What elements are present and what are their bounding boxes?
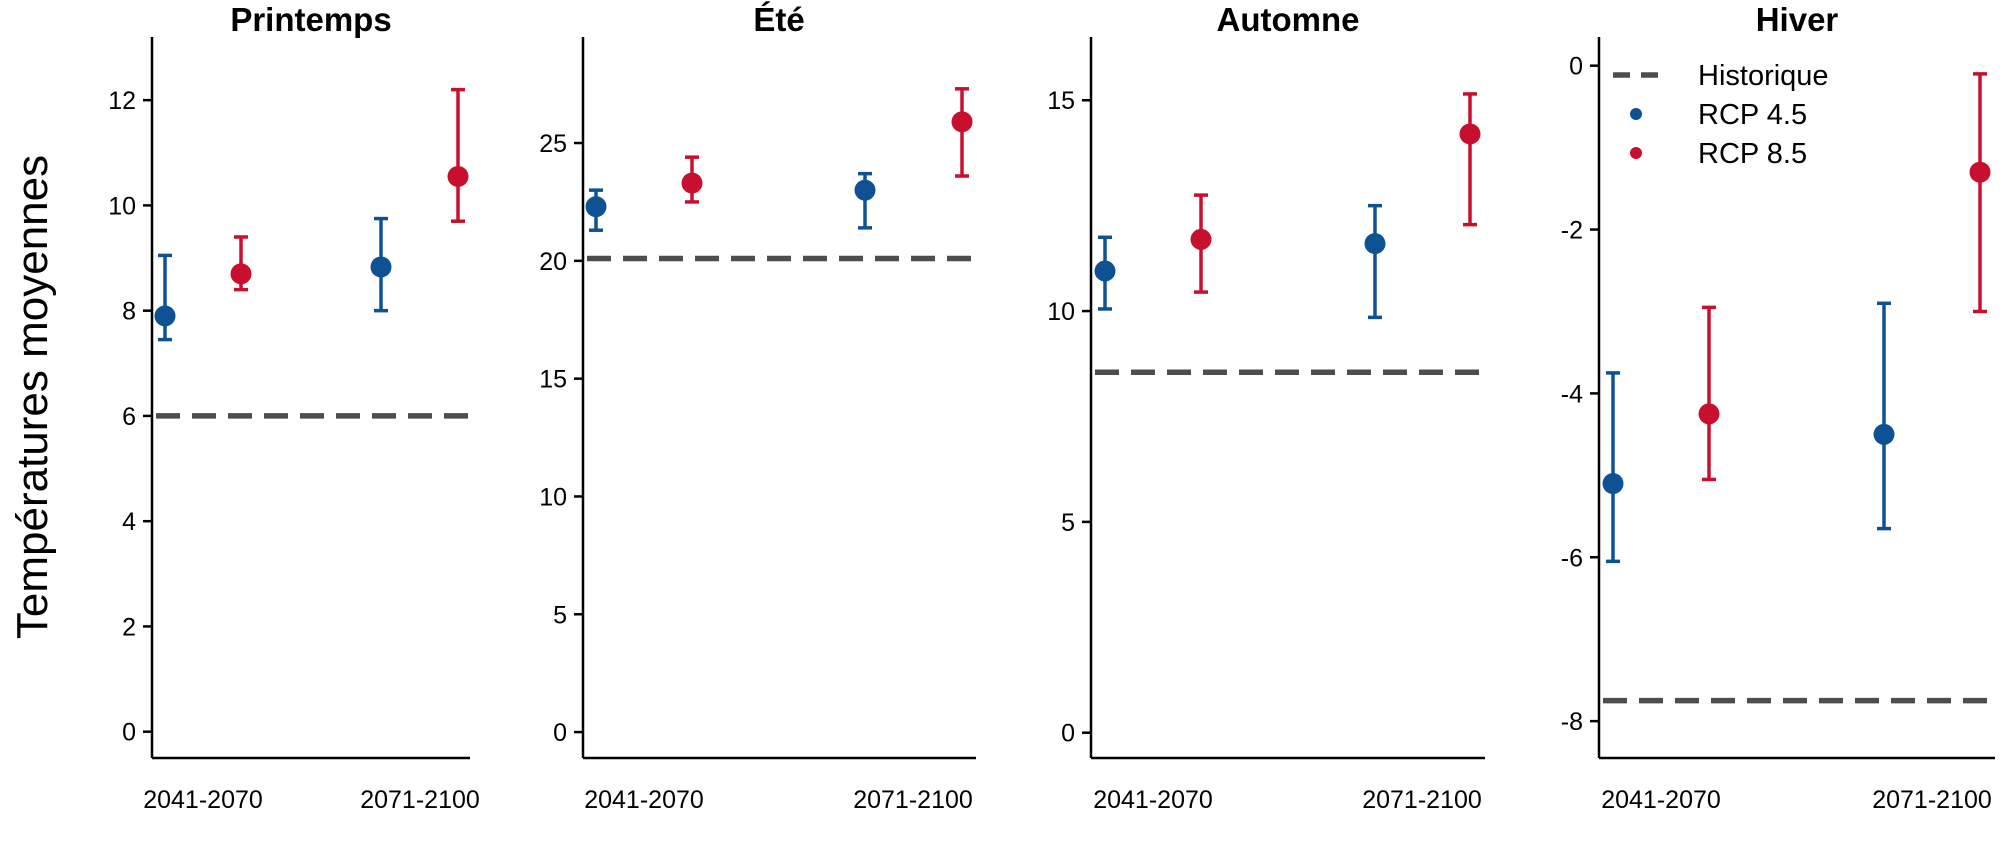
x-tick-label: 2041-2070	[143, 786, 263, 814]
y-tick-label: -4	[1561, 380, 1583, 408]
data-point	[1459, 123, 1481, 145]
x-tick-label: 2041-2070	[1601, 786, 1721, 814]
data-point	[585, 196, 607, 218]
panel-title: Automne	[1217, 1, 1360, 38]
legend-key-point	[1630, 147, 1642, 159]
panels-group: Printemps 0 2 4 6 8 10 12 2041-2070 2071-2100 Été 0…	[108, 1, 1995, 814]
data-point	[1873, 423, 1895, 445]
data-point	[154, 305, 176, 327]
data-point	[951, 111, 973, 133]
y-tick-label: -6	[1561, 544, 1583, 572]
data-point	[1698, 403, 1720, 425]
y-tick-label: 10	[108, 192, 136, 220]
data-point	[1969, 161, 1991, 183]
panel-4: Hiver -8 -6 -4 -2 0 2041-2070 2071-2100 Historiq…	[1561, 1, 1995, 814]
y-tick-label: 8	[122, 298, 136, 326]
y-tick-label: -8	[1561, 708, 1583, 736]
y-tick-label: 12	[108, 87, 136, 115]
y-tick-label: 6	[122, 403, 136, 431]
y-tick-label: 0	[1569, 53, 1583, 81]
panel-title: Printemps	[230, 1, 391, 38]
panel-2: Été 0 5 10 15 20 25 2041-2070 2071-2100	[539, 1, 976, 814]
legend: Historique RCP 4.5 RCP 8.5	[1613, 60, 1829, 170]
x-tick-label: 2041-2070	[1093, 786, 1213, 814]
x-tick-label: 2071-2100	[1362, 786, 1482, 814]
y-tick-label: 10	[1047, 298, 1075, 326]
data-point	[854, 179, 876, 201]
y-tick-label: 5	[553, 601, 567, 629]
data-point	[447, 165, 469, 187]
data-point	[681, 172, 703, 194]
data-point	[370, 256, 392, 278]
y-tick-label: 0	[553, 719, 567, 747]
panel-1: Printemps 0 2 4 6 8 10 12 2041-2070 2071-2100	[108, 1, 480, 814]
data-point	[1602, 473, 1624, 495]
x-tick-label: 2071-2100	[853, 786, 973, 814]
y-tick-label: 0	[1061, 720, 1075, 748]
y-tick-label: 25	[539, 130, 567, 158]
y-tick-label: 15	[539, 366, 567, 394]
legend-label: RCP 8.5	[1698, 138, 1807, 170]
panel-title: Hiver	[1756, 1, 1839, 38]
y-tick-label: 4	[122, 508, 136, 536]
x-tick-label: 2071-2100	[1872, 786, 1992, 814]
legend-label: Historique	[1698, 60, 1829, 92]
y-tick-label: 5	[1061, 509, 1075, 537]
data-point	[230, 263, 252, 285]
legend-key-point	[1630, 108, 1642, 120]
y-tick-label: 20	[539, 248, 567, 276]
y-tick-label: 15	[1047, 87, 1075, 115]
y-tick-label: -2	[1561, 217, 1583, 245]
data-point	[1094, 260, 1116, 282]
data-point	[1364, 233, 1386, 255]
x-tick-label: 2041-2070	[584, 786, 704, 814]
y-axis-label: Températures moyennes	[8, 155, 57, 639]
panel-title: Été	[753, 1, 804, 38]
x-tick-label: 2071-2100	[360, 786, 480, 814]
data-point	[1190, 228, 1212, 250]
y-tick-label: 10	[539, 483, 567, 511]
y-tick-label: 2	[122, 613, 136, 641]
legend-label: RCP 4.5	[1698, 99, 1807, 131]
y-tick-label: 0	[122, 719, 136, 747]
panel-3: Automne 0 5 10 15 2041-2070 2071-2100	[1047, 1, 1485, 814]
